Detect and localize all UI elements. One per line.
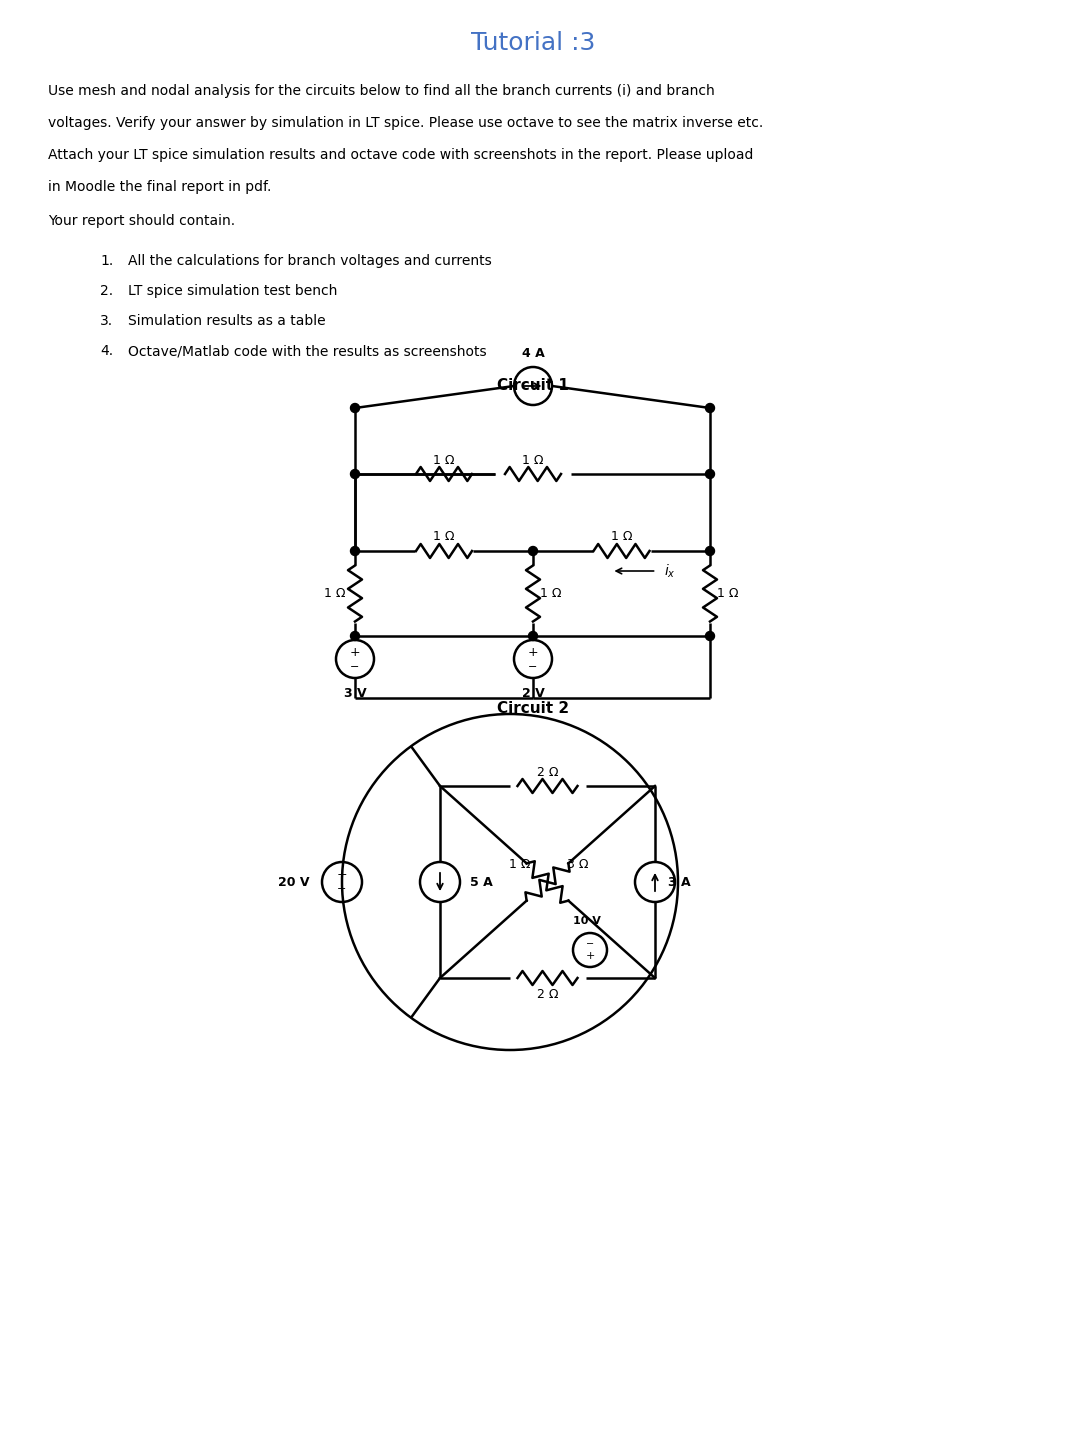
Text: +: + — [585, 951, 595, 961]
Text: in Moodle the final report in pdf.: in Moodle the final report in pdf. — [48, 181, 272, 194]
Text: Circuit 1: Circuit 1 — [497, 379, 569, 393]
Circle shape — [351, 469, 359, 479]
Text: 2.: 2. — [100, 284, 113, 298]
Text: 1 Ω: 1 Ω — [324, 587, 345, 600]
Circle shape — [706, 403, 714, 412]
Circle shape — [529, 632, 537, 641]
Text: −: − — [586, 939, 594, 949]
Text: −: − — [529, 662, 537, 673]
Text: Circuit 2: Circuit 2 — [497, 700, 569, 716]
Text: Your report should contain.: Your report should contain. — [48, 214, 236, 229]
Text: 1 Ω: 1 Ω — [508, 858, 530, 871]
Circle shape — [706, 632, 714, 641]
Text: Octave/Matlab code with the results as screenshots: Octave/Matlab code with the results as s… — [128, 344, 486, 358]
Text: 4 A: 4 A — [521, 347, 545, 360]
Text: Tutorial :3: Tutorial :3 — [471, 31, 595, 55]
Text: 20 V: 20 V — [278, 875, 310, 888]
Text: 10 V: 10 V — [574, 916, 601, 926]
Text: +: + — [350, 645, 360, 658]
Text: Use mesh and nodal analysis for the circuits below to find all the branch curren: Use mesh and nodal analysis for the circ… — [48, 84, 714, 98]
Text: 3 A: 3 A — [668, 875, 691, 888]
Text: 3 Ω: 3 Ω — [567, 858, 588, 871]
Circle shape — [706, 469, 714, 479]
Text: 3 V: 3 V — [343, 687, 367, 700]
Text: 1 Ω: 1 Ω — [611, 530, 632, 543]
Text: LT spice simulation test bench: LT spice simulation test bench — [128, 284, 337, 298]
Text: Simulation results as a table: Simulation results as a table — [128, 314, 325, 328]
Circle shape — [351, 632, 359, 641]
Text: +: + — [528, 645, 538, 658]
Circle shape — [706, 546, 714, 556]
Text: 1 Ω: 1 Ω — [540, 587, 562, 600]
Text: $i_x$: $i_x$ — [663, 562, 675, 579]
Circle shape — [529, 546, 537, 556]
Text: 4.: 4. — [100, 344, 113, 358]
Text: 1 Ω: 1 Ω — [433, 530, 455, 543]
Circle shape — [351, 403, 359, 412]
Text: 5 A: 5 A — [470, 875, 492, 888]
Text: 3.: 3. — [100, 314, 113, 328]
Text: voltages. Verify your answer by simulation in LT spice. Please use octave to see: voltages. Verify your answer by simulati… — [48, 116, 763, 130]
Text: 1 Ω: 1 Ω — [717, 587, 739, 600]
Text: 2 V: 2 V — [521, 687, 545, 700]
Text: All the calculations for branch voltages and currents: All the calculations for branch voltages… — [128, 253, 491, 268]
Text: −: − — [351, 662, 359, 673]
Text: +: + — [337, 868, 348, 881]
Text: 2 Ω: 2 Ω — [537, 766, 559, 779]
Text: 1 Ω: 1 Ω — [433, 453, 455, 466]
Text: Attach your LT spice simulation results and octave code with screenshots in the : Attach your LT spice simulation results … — [48, 149, 754, 162]
Text: 1 Ω: 1 Ω — [522, 453, 544, 466]
Circle shape — [351, 546, 359, 556]
Text: 2 Ω: 2 Ω — [537, 987, 559, 1000]
Text: 1.: 1. — [100, 253, 113, 268]
Text: −: − — [337, 884, 346, 894]
